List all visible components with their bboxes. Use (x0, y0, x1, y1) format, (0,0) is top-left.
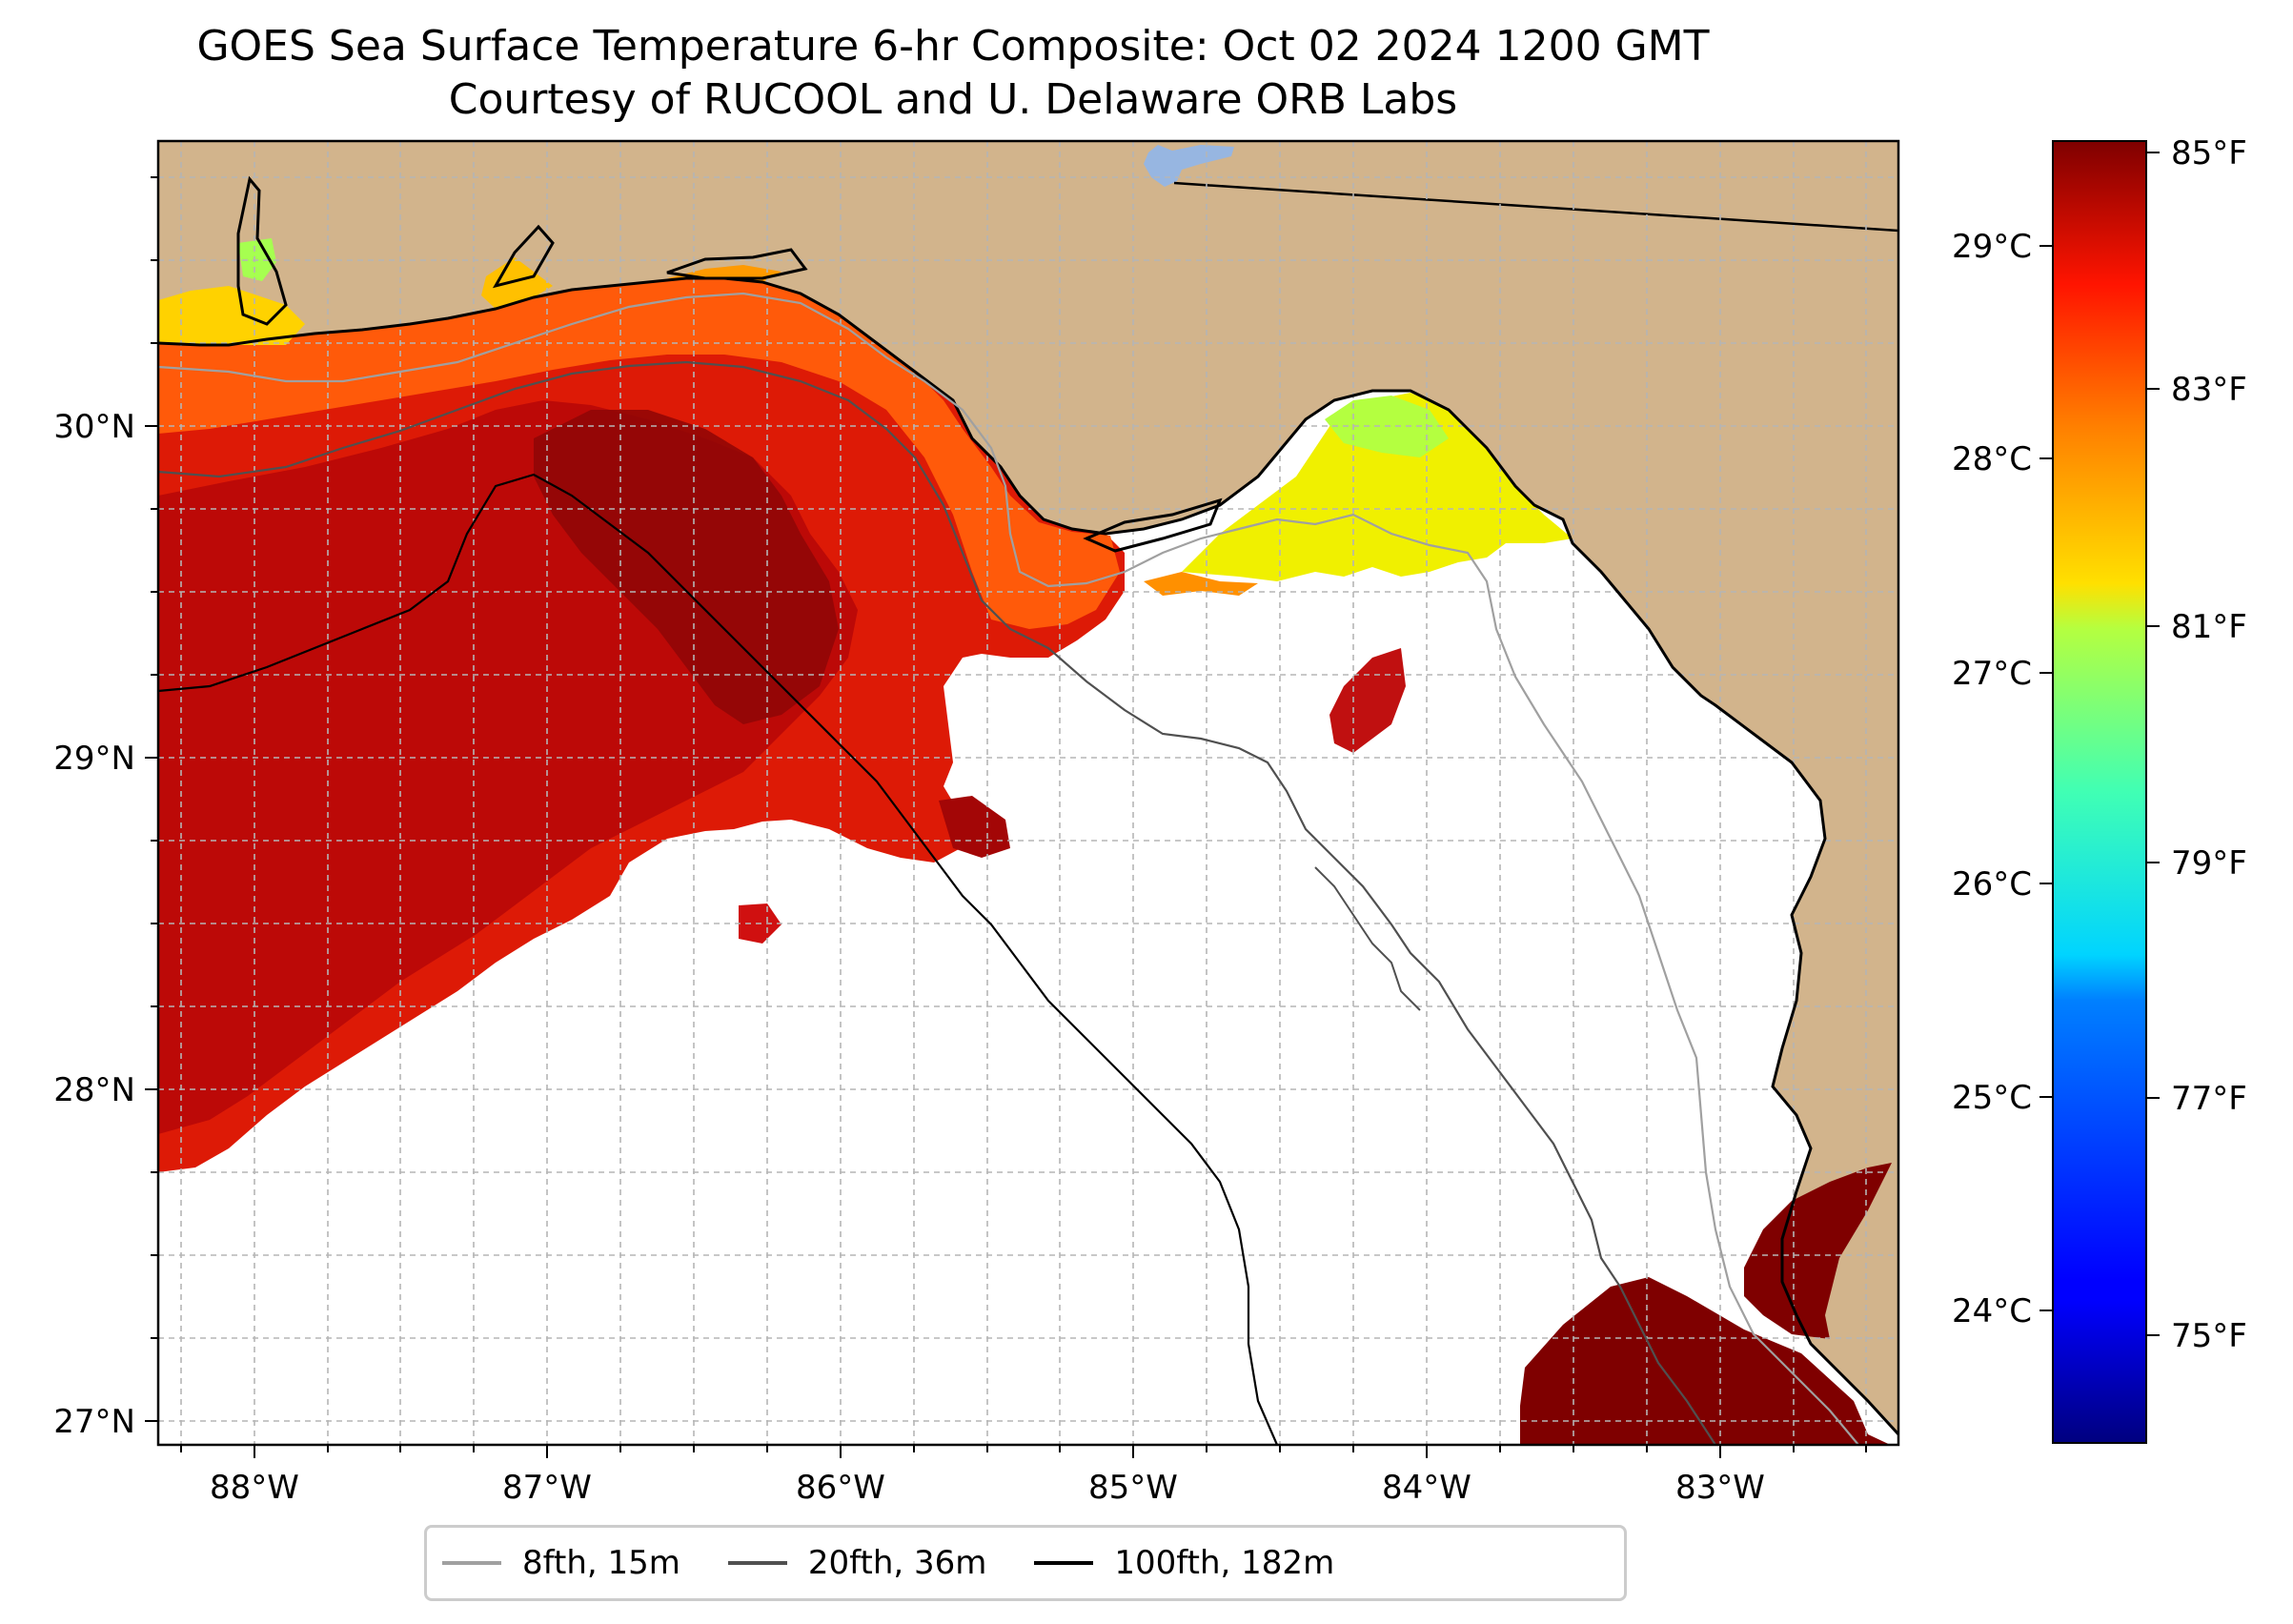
sst-patch-3 (939, 796, 1010, 858)
lon-label-88w: 88°W (210, 1469, 299, 1507)
legend-item-20fth: 20fth, 36m (727, 1544, 987, 1582)
legend-label-20fth: 20fth, 36m (807, 1544, 987, 1582)
celsius-label-27: 27°C (1952, 655, 2032, 693)
fahrenheit-ticks (2146, 152, 2160, 1336)
sst-bigbend-orange (1144, 572, 1258, 596)
coastline (158, 276, 1898, 1436)
lon-label-85w: 85°W (1088, 1469, 1178, 1507)
fahrenheit-label-79: 79°F (2171, 844, 2247, 883)
legend-label-100fth: 100fth, 182m (1114, 1544, 1335, 1582)
sst-se-patch-2 (1744, 1163, 1892, 1339)
fahrenheit-label-81: 81°F (2171, 608, 2247, 646)
gridlines (158, 141, 1898, 1445)
sst-hottest-core (534, 410, 839, 724)
celsius-label-24: 24°C (1952, 1292, 2032, 1330)
lat-ticks (145, 176, 158, 1422)
lon-ticks (180, 1445, 1867, 1458)
chart-title: GOES Sea Surface Temperature 6-hr Compos… (196, 22, 1710, 71)
colorbar (2053, 141, 2146, 1443)
isobath-legend: 8fth, 15m 20fth, 36m 100fth, 182m (424, 1525, 1627, 1601)
lon-label-87w: 87°W (502, 1469, 592, 1507)
legend-item-8fth: 8fth, 15m (442, 1544, 680, 1582)
lat-label-28n: 28°N (53, 1071, 135, 1109)
lon-label-86w: 86°W (796, 1469, 885, 1507)
isobath-8fth (158, 292, 1859, 1445)
legend-label-8fth: 8fth, 15m (522, 1544, 680, 1582)
fahrenheit-label-83: 83°F (2171, 371, 2247, 409)
fahrenheit-label-85: 85°F (2171, 134, 2247, 173)
lake (1144, 145, 1234, 187)
celsius-ticks (2039, 245, 2053, 1311)
isobath-20fth-bigbend (1314, 866, 1421, 1011)
isobath-20fth (158, 360, 1716, 1445)
sst-se-patch-1 (1520, 1277, 1891, 1445)
legend-item-100fth: 100fth, 182m (1034, 1544, 1334, 1582)
fahrenheit-label-75: 75°F (2171, 1317, 2247, 1355)
map-frame (156, 139, 1900, 1447)
coastline-islands (236, 175, 1223, 553)
chart-subtitle: Courtesy of RUCOOL and U. Delaware ORB L… (448, 75, 1458, 124)
fahrenheit-label-77: 77°F (2171, 1080, 2247, 1118)
lon-label-83w: 83°W (1675, 1469, 1765, 1507)
isobath-100fth (158, 473, 1279, 1445)
celsius-label-28: 28°C (1952, 440, 2032, 478)
lat-label-27n: 27°N (53, 1403, 135, 1441)
colorbar-frame (2052, 140, 2147, 1444)
state-boundary (1173, 181, 1898, 233)
sst-coastal-yellow (158, 286, 305, 345)
lon-label-84w: 84°W (1382, 1469, 1471, 1507)
legend-swatch-8fth (442, 1561, 501, 1565)
sst-nearshore-orange (158, 278, 1120, 629)
legend-swatch-20fth (727, 1561, 787, 1565)
celsius-label-29: 29°C (1952, 228, 2032, 266)
celsius-label-25: 25°C (1952, 1079, 2032, 1117)
land-area (158, 141, 1898, 1434)
lat-label-30n: 30°N (53, 408, 135, 446)
lat-label-29n: 29°N (53, 740, 135, 778)
celsius-label-26: 26°C (1952, 865, 2032, 903)
legend-swatch-100fth (1034, 1561, 1094, 1565)
